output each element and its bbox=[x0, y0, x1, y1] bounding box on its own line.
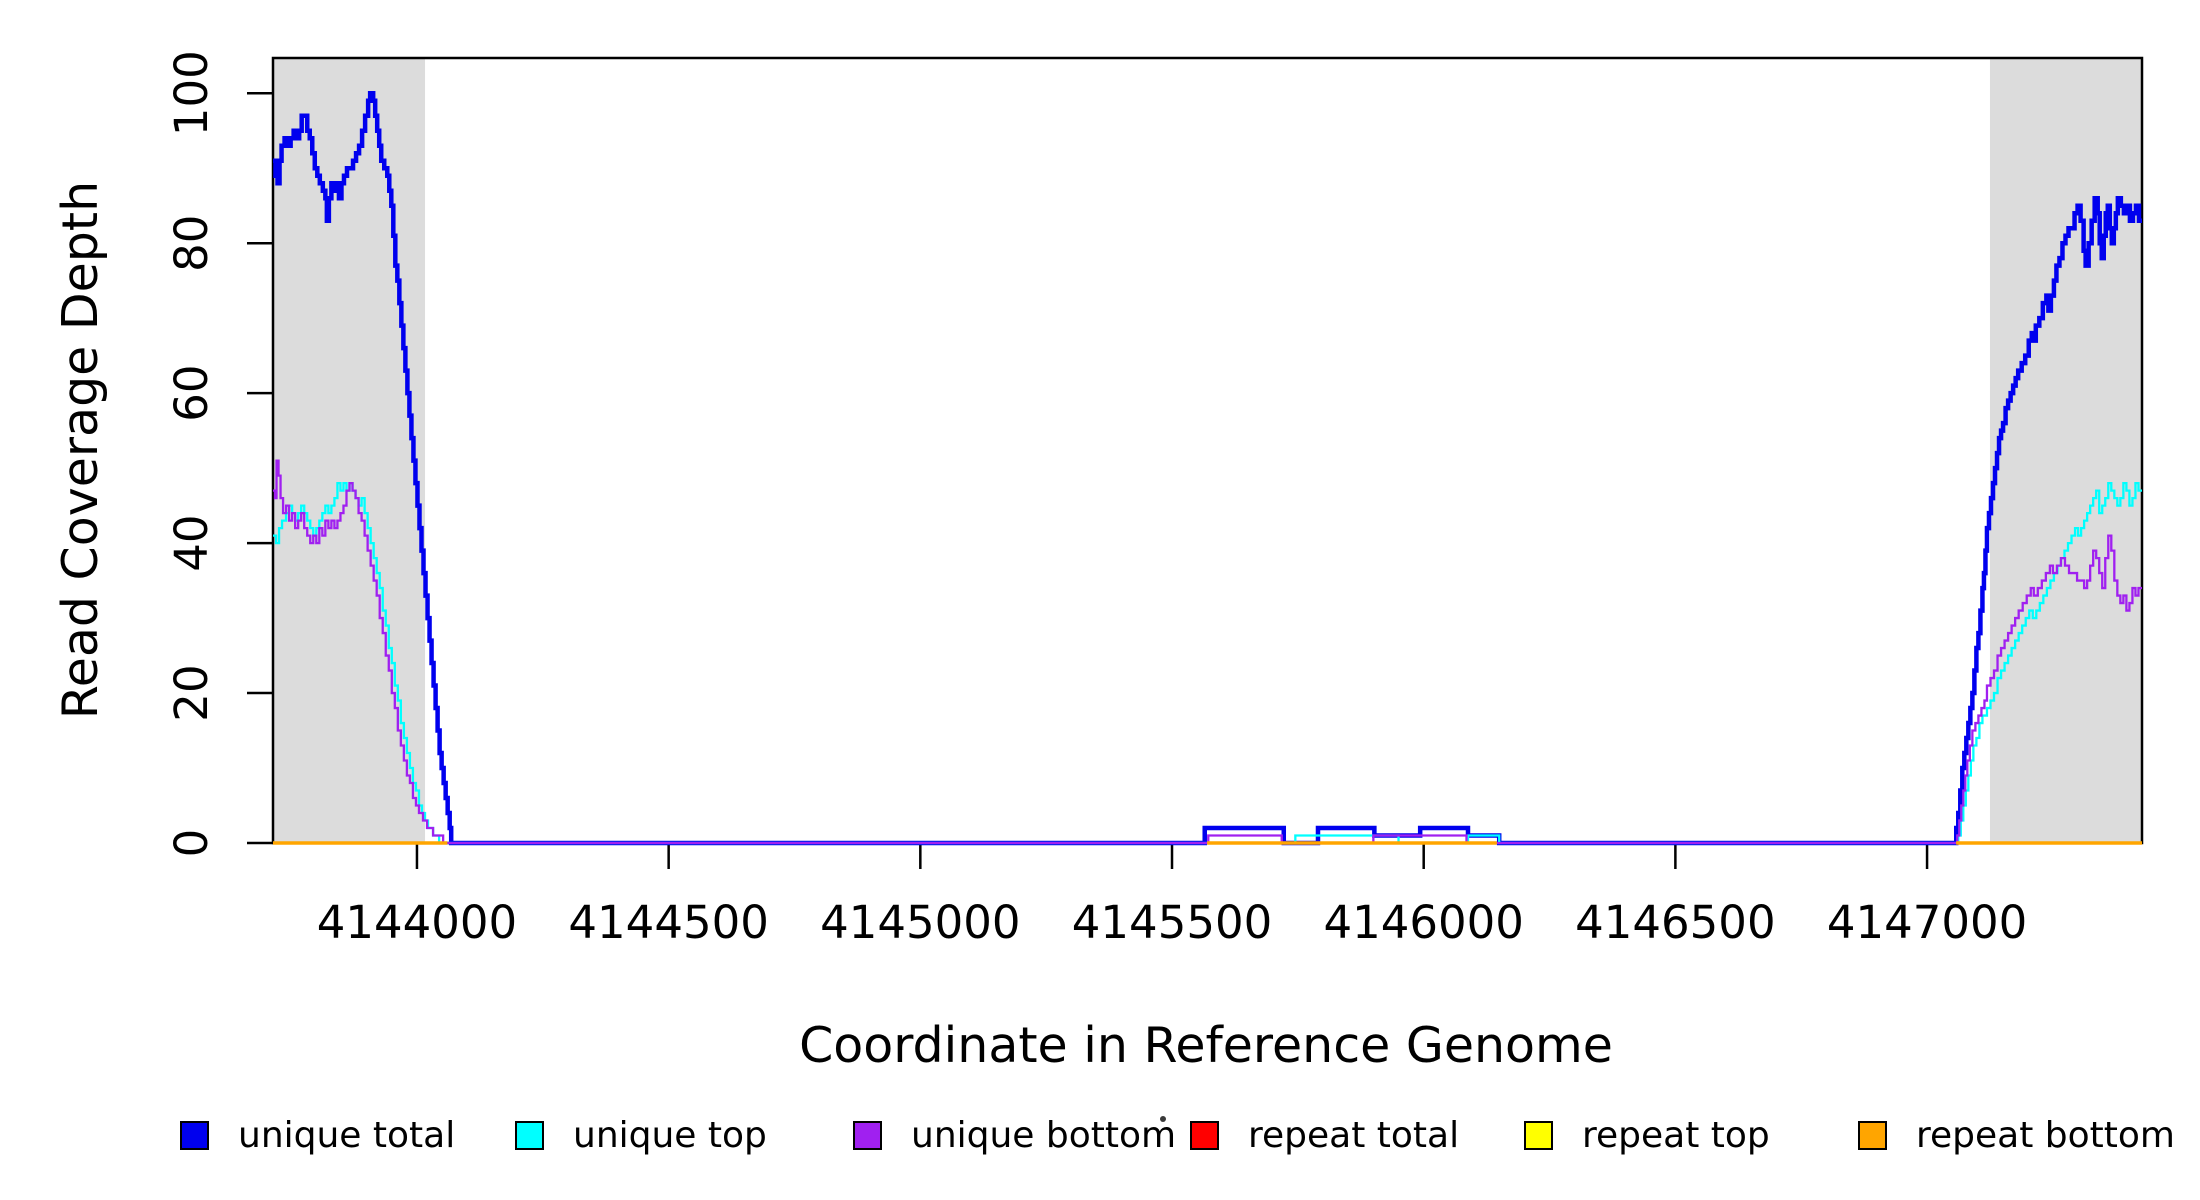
stray-dot bbox=[1160, 1116, 1166, 1122]
axes: 4144000 4144500 4145000 4145500 4146000 41465… bbox=[165, 50, 2144, 949]
y-axis-title: Read Coverage Depth bbox=[52, 181, 109, 719]
repeat-region-left bbox=[273, 58, 426, 843]
legend-label: unique total bbox=[238, 1115, 456, 1156]
data-series bbox=[273, 90, 2142, 846]
legend-item-unique-top: unique top bbox=[515, 1115, 767, 1156]
y-tick-label: 40 bbox=[165, 514, 218, 571]
legend-label: unique bottom bbox=[911, 1115, 1177, 1156]
repeat-region-right bbox=[1989, 58, 2142, 843]
legend-item-repeat-top: repeat top bbox=[1524, 1115, 1770, 1156]
x-tick-label: 4146500 bbox=[1575, 896, 1775, 949]
legend-item-unique-total: unique total bbox=[180, 1115, 456, 1156]
legend-swatch-unique-top bbox=[515, 1121, 544, 1150]
legend-label: repeat top bbox=[1582, 1115, 1770, 1156]
plot-box bbox=[271, 56, 2144, 845]
legend-swatch-unique-bottom bbox=[853, 1121, 882, 1150]
x-tick-label: 4145500 bbox=[1072, 896, 1272, 949]
legend-label: unique top bbox=[573, 1115, 767, 1156]
legend-item-repeat-bottom: repeat bottom bbox=[1858, 1115, 2175, 1156]
y-tick-label: 20 bbox=[165, 664, 218, 721]
y-tick-label: 100 bbox=[165, 50, 218, 136]
legend-swatch-repeat-bottom bbox=[1858, 1121, 1887, 1150]
x-axis-title: Coordinate in Reference Genome bbox=[799, 1017, 1613, 1074]
legend-swatch-unique-total bbox=[180, 1121, 209, 1150]
shaded-repeat-regions bbox=[273, 58, 2142, 843]
x-tick-label: 4144000 bbox=[317, 896, 517, 949]
x-tick-label: 4146000 bbox=[1323, 896, 1523, 949]
legend-label: repeat bottom bbox=[1916, 1115, 2175, 1156]
y-tick-label: 60 bbox=[165, 365, 218, 422]
legend-item-unique-bottom: unique bottom bbox=[853, 1115, 1177, 1156]
series-unique-total bbox=[273, 90, 2142, 846]
x-tick-label: 4145000 bbox=[820, 896, 1020, 949]
x-tick-label: 4144500 bbox=[568, 896, 768, 949]
legend-label: repeat total bbox=[1248, 1115, 1460, 1156]
y-tick-label: 0 bbox=[165, 829, 218, 858]
legend-item-repeat-total: repeat total bbox=[1190, 1115, 1460, 1156]
y-tick-label: 80 bbox=[165, 215, 218, 272]
legend-swatch-repeat-total bbox=[1190, 1121, 1219, 1150]
x-tick-label: 4147000 bbox=[1827, 896, 2027, 949]
legend-swatch-repeat-top bbox=[1524, 1121, 1553, 1150]
series-unique-top bbox=[273, 481, 2142, 845]
series-unique-bottom bbox=[273, 459, 2142, 845]
